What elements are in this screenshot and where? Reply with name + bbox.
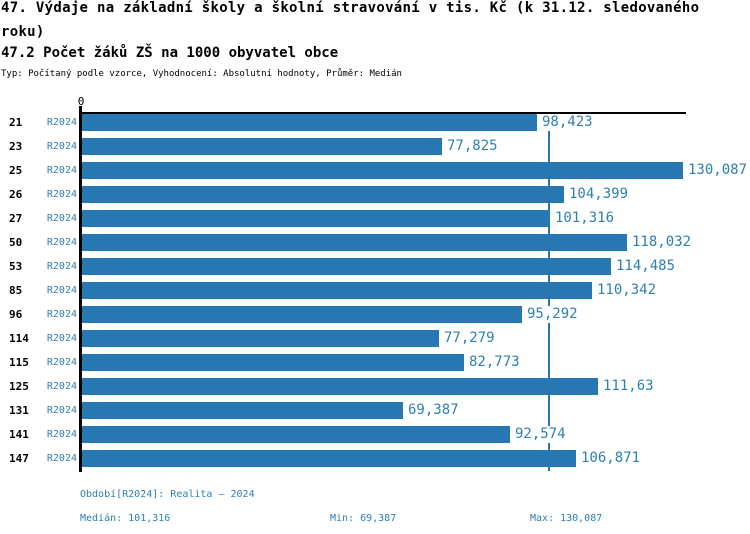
bar-value-label: 111,63: [602, 378, 655, 395]
row-period-label: R2024: [46, 141, 77, 152]
bar-value-label: 77,825: [446, 138, 499, 155]
row-category-label: 50: [9, 236, 23, 249]
x-axis-top-line: [79, 112, 686, 114]
row-period-label: R2024: [46, 429, 77, 440]
row-period-label: R2024: [46, 285, 77, 296]
chart-row: 21 R2024 98,423: [0, 114, 750, 138]
row-period-label: R2024: [46, 117, 77, 128]
bar-value-label: 95,292: [526, 306, 579, 323]
footer-max-stat: Max: 130,087: [530, 513, 603, 524]
row-period-label: R2024: [46, 237, 77, 248]
row-period-label: R2024: [46, 261, 77, 272]
bar: [82, 402, 403, 419]
bar: [82, 306, 522, 323]
row-category-label: 131: [9, 404, 29, 417]
bar-value-label: 110,342: [596, 282, 658, 299]
bar: [82, 330, 439, 347]
bar: [82, 210, 550, 227]
row-period-label: R2024: [46, 333, 77, 344]
row-period-label: R2024: [46, 381, 77, 392]
bar-value-label: 104,399: [568, 186, 630, 203]
row-category-label: 96: [9, 308, 23, 321]
row-category-label: 115: [9, 356, 29, 369]
row-category-label: 53: [9, 260, 23, 273]
chart-row: 85 R2024 110,342: [0, 282, 750, 306]
row-category-label: 125: [9, 380, 29, 393]
chart-row: 53 R2024 114,485: [0, 258, 750, 282]
bar: [82, 354, 464, 371]
bar: [82, 138, 442, 155]
bar-value-label: 106,871: [580, 450, 642, 467]
bar-value-label: 82,773: [468, 354, 521, 371]
chart-title-line1: 47. Výdaje na základní školy a školní st…: [1, 0, 700, 16]
y-axis-line: [79, 106, 82, 472]
bar: [82, 186, 564, 203]
bar: [82, 234, 627, 251]
bar: [82, 114, 537, 131]
bar: [82, 162, 683, 179]
bar: [82, 426, 510, 443]
footer-min-stat: Min: 69,387: [330, 513, 397, 524]
bar-value-label: 69,387: [407, 402, 460, 419]
chart-row: 131 R2024 69,387: [0, 402, 750, 426]
row-period-label: R2024: [46, 453, 77, 464]
row-period-label: R2024: [46, 405, 77, 416]
row-category-label: 27: [9, 212, 23, 225]
chart-row: 23 R2024 77,825: [0, 138, 750, 162]
chart-row: 27 R2024 101,316: [0, 210, 750, 234]
row-period-label: R2024: [46, 309, 77, 320]
row-category-label: 23: [9, 140, 23, 153]
row-category-label: 21: [9, 116, 23, 129]
bar-value-label: 118,032: [631, 234, 693, 251]
chart-subtitle: 47.2 Počet žáků ZŠ na 1000 obyvatel obce: [1, 45, 339, 61]
bar-value-label: 77,279: [443, 330, 496, 347]
bar: [82, 450, 576, 467]
bar-value-label: 92,574: [514, 426, 567, 443]
bar-value-label: 101,316: [554, 210, 616, 227]
chart-row: 141 R2024 92,574: [0, 426, 750, 450]
bar: [82, 282, 592, 299]
axis-zero-label: 0: [77, 95, 85, 108]
row-category-label: 85: [9, 284, 23, 297]
bar: [82, 378, 598, 395]
chart-row: 114 R2024 77,279: [0, 330, 750, 354]
row-category-label: 114: [9, 332, 29, 345]
row-category-label: 26: [9, 188, 23, 201]
bar-value-label: 114,485: [615, 258, 677, 275]
footer-period-info: Období[R2024]: Realita – 2024: [80, 489, 255, 500]
chart-type-info: Typ: Počítaný podle vzorce, Vyhodnocení:…: [1, 69, 402, 79]
bar: [82, 258, 611, 275]
row-category-label: 141: [9, 428, 29, 441]
footer-median-stat: Medián: 101,316: [80, 513, 171, 524]
chart-row: 25 R2024 130,087: [0, 162, 750, 186]
row-category-label: 147: [9, 452, 29, 465]
chart-title-line2: roku): [1, 24, 45, 40]
row-period-label: R2024: [46, 213, 77, 224]
row-category-label: 25: [9, 164, 23, 177]
chart-row: 96 R2024 95,292: [0, 306, 750, 330]
bar-value-label: 130,087: [687, 162, 749, 179]
chart-row: 26 R2024 104,399: [0, 186, 750, 210]
chart-row: 125 R2024 111,63: [0, 378, 750, 402]
bar-value-label: 98,423: [541, 114, 594, 131]
chart-row: 50 R2024 118,032: [0, 234, 750, 258]
chart-row: 147 R2024 106,871: [0, 450, 750, 474]
row-period-label: R2024: [46, 189, 77, 200]
row-period-label: R2024: [46, 165, 77, 176]
chart-row: 115 R2024 82,773: [0, 354, 750, 378]
row-period-label: R2024: [46, 357, 77, 368]
